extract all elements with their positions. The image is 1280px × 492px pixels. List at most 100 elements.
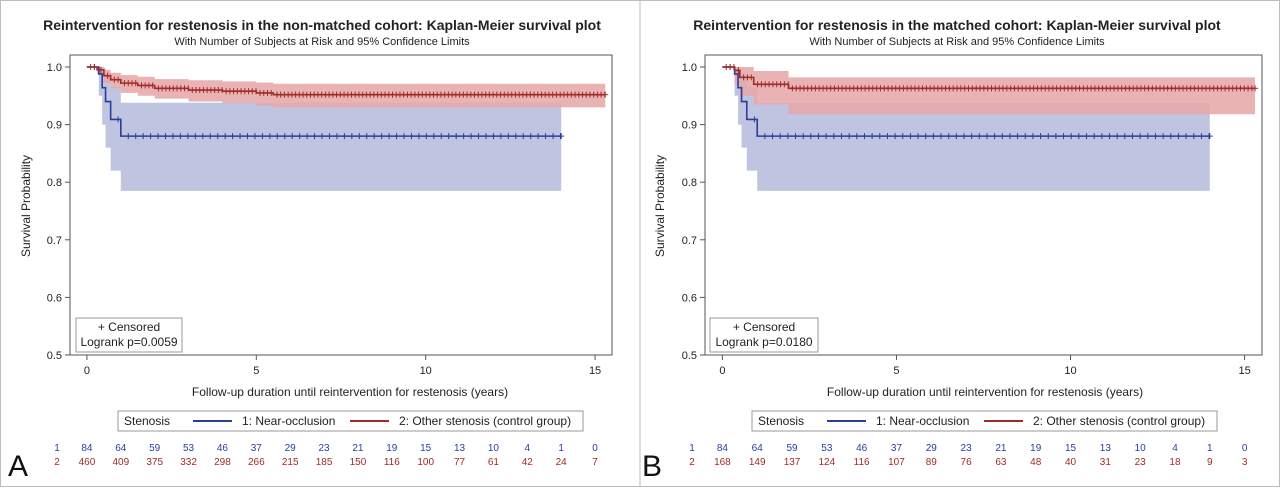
panel-b-risk-count-group-1: 0 [1242,443,1248,454]
panel-b-risk-count-group-1: 10 [1135,443,1147,454]
panel-a-risk-count-group-2: 375 [146,457,163,468]
panel-b-risk-count-group-2: 18 [1169,457,1181,468]
panel-a-risk-count-group-1: 64 [115,443,127,454]
panel-b-risk-count-group-1: 84 [717,443,729,454]
panel-a-inset-box [75,317,183,353]
panel-b-risk-count-group-2: 9 [1207,457,1213,468]
panel-a-x-tick-label: 5 [253,365,259,377]
panel-b-y-axis-label: Survival Probability [653,155,667,257]
panel-b-risk-count-group-1: 1 [1207,443,1213,454]
panel-a-risk-count-group-2: 215 [282,457,299,468]
panel-b-survival-line-s1 [722,66,1210,137]
panel-b-risk-count-group-2: 40 [1065,457,1077,468]
panel-a-risk-count-group-2: 150 [350,457,367,468]
panel-b-risk-count-group-1: 64 [752,443,764,454]
panel-b-risk-count-group-2: 63 [995,457,1007,468]
panel-a-ci-band-s1 [86,67,562,191]
panel-a-risk-count-group-1: 15 [420,443,432,454]
panel-a-risk-count-group-1: 46 [217,443,229,454]
panel-a-letter: A [8,450,28,483]
panel-a-risk-count-group-2: 332 [180,457,197,468]
panel-a-inset-logrank: Logrank p=0.0059 [80,335,177,349]
panel-b-ci-band-s2 [722,67,1256,115]
panel-b-ci-band-s1 [722,67,1210,191]
panel-a-risk-label-1: 1 [54,443,60,454]
panel-b-inset-logrank: Logrank p=0.0180 [715,335,812,349]
panel-b-x-axis-label: Follow-up duration until reintervention … [827,385,1143,399]
panel-a-inset-censored: + Censored [98,320,160,334]
panel-a-y-tick-label: 0.7 [47,235,62,247]
panel-b-risk-count-group-1: 21 [995,443,1007,454]
panel-a-legend-label-s2: 2: Other stenosis (control group) [399,414,571,428]
panel-b-legend: Stenosis 1: Near-occlusion 2: Other sten… [751,410,1218,432]
panel-a-risk-count-group-1: 21 [352,443,364,454]
panel-b-inset-censored: + Censored [733,320,795,334]
panel-b-risk-count-group-2: 168 [714,457,731,468]
panel-b-y-tick-label: 0.9 [682,120,697,132]
panel-b-risk-count-group-2: 31 [1100,457,1112,468]
panel-b-risk-count-group-2: 137 [784,457,801,468]
panel-b-risk-count-group-2: 116 [854,457,870,468]
panel-b-inset-box [709,317,819,353]
panel-b-risk-count-group-2: 76 [961,457,973,468]
panel-a-risk-count-group-2: 298 [214,457,231,468]
panel-a-x-axis-label: Follow-up duration until reintervention … [192,385,508,399]
panel-b-x-tick-label: 5 [893,365,899,377]
panel-a-risk-count-group-2: 460 [79,457,96,468]
panel-b-y-tick-label: 0.5 [682,350,697,362]
panel-a-risk-count-group-1: 84 [81,443,93,454]
panel-b-risk-count-group-1: 23 [961,443,973,454]
panel-b-risk-count-group-1: 13 [1100,443,1112,454]
panel-a-ci-band-s2 [86,67,606,108]
panel-a-risk-label-2: 2 [54,457,60,468]
panel-a-risk-count-group-2: 409 [112,457,129,468]
panel-a-y-tick-label: 0.9 [47,120,62,132]
panel-b-letter: B [642,450,662,483]
panel-b-risk-count-group-1: 15 [1065,443,1077,454]
panel-a-risk-count-group-1: 13 [454,443,466,454]
panel-a-legend-title: Stenosis [124,414,170,428]
panel-a-risk-count-group-2: 61 [488,457,500,468]
panel-a-legend-label-s1: 1: Near-occlusion [242,414,335,428]
panel-a-risk-count-group-1: 53 [183,443,195,454]
panel-a-risk-count-group-1: 23 [319,443,331,454]
panel-b-legend-label-s1: 1: Near-occlusion [876,414,969,428]
panel-a-risk-count-group-1: 19 [386,443,398,454]
panel-b-x-tick-label: 10 [1064,365,1076,377]
panel-b-risk-count-group-1: 53 [821,443,833,454]
panel-a-y-tick-label: 0.8 [47,177,62,189]
panel-a-legend: Stenosis 1: Near-occlusion 2: Other sten… [117,410,584,432]
panel-b-risk-count-group-1: 19 [1030,443,1042,454]
panel-b-legend-title: Stenosis [758,414,804,428]
panel-a-x-tick-label: 15 [589,365,601,377]
panel-a: Reintervention for restenosis in the non… [8,17,613,483]
panel-a-risk-count-group-2: 116 [384,457,400,468]
panel-b-risk-count-group-1: 29 [926,443,938,454]
panel-b-x-tick-label: 15 [1238,365,1250,377]
panel-a-risk-count-group-1: 10 [488,443,500,454]
panel-b-x-tick-label: 0 [719,365,725,377]
panel-b-risk-count-group-2: 3 [1242,457,1248,468]
panel-b-risk-count-group-1: 4 [1172,443,1178,454]
panel-a-y-tick-label: 1.0 [47,62,62,74]
panel-b-y-tick-label: 1.0 [682,62,697,74]
panel-a-plot: 0.5 0.6 0.7 0.8 0.9 1.0 0 5 10 15 [47,54,613,377]
panel-b-y-tick-label: 0.6 [682,292,697,304]
panel-a-risk-count-group-2: 100 [417,457,434,468]
panel-b-risk-label-1: 1 [689,443,695,454]
panel-b-plot-frame [704,54,1263,356]
panel-a-x-tick-label: 0 [84,365,90,377]
panel-a-subtitle: With Number of Subjects at Risk and 95% … [174,36,470,48]
panel-b-risk-count-group-2: 124 [819,457,836,468]
panel-a-risk-count-group-1: 1 [558,443,564,454]
panel-b: Reintervention for restenosis in the mat… [642,17,1263,483]
panel-b-risk-label-2: 2 [689,457,695,468]
panel-a-risk-count-group-2: 42 [522,457,534,468]
panel-b-risk-count-group-2: 48 [1030,457,1042,468]
panel-b-risk-count-group-1: 46 [856,443,868,454]
panel-a-survival-line-s1 [86,66,562,137]
panel-a-y-tick-label: 0.6 [47,292,62,304]
